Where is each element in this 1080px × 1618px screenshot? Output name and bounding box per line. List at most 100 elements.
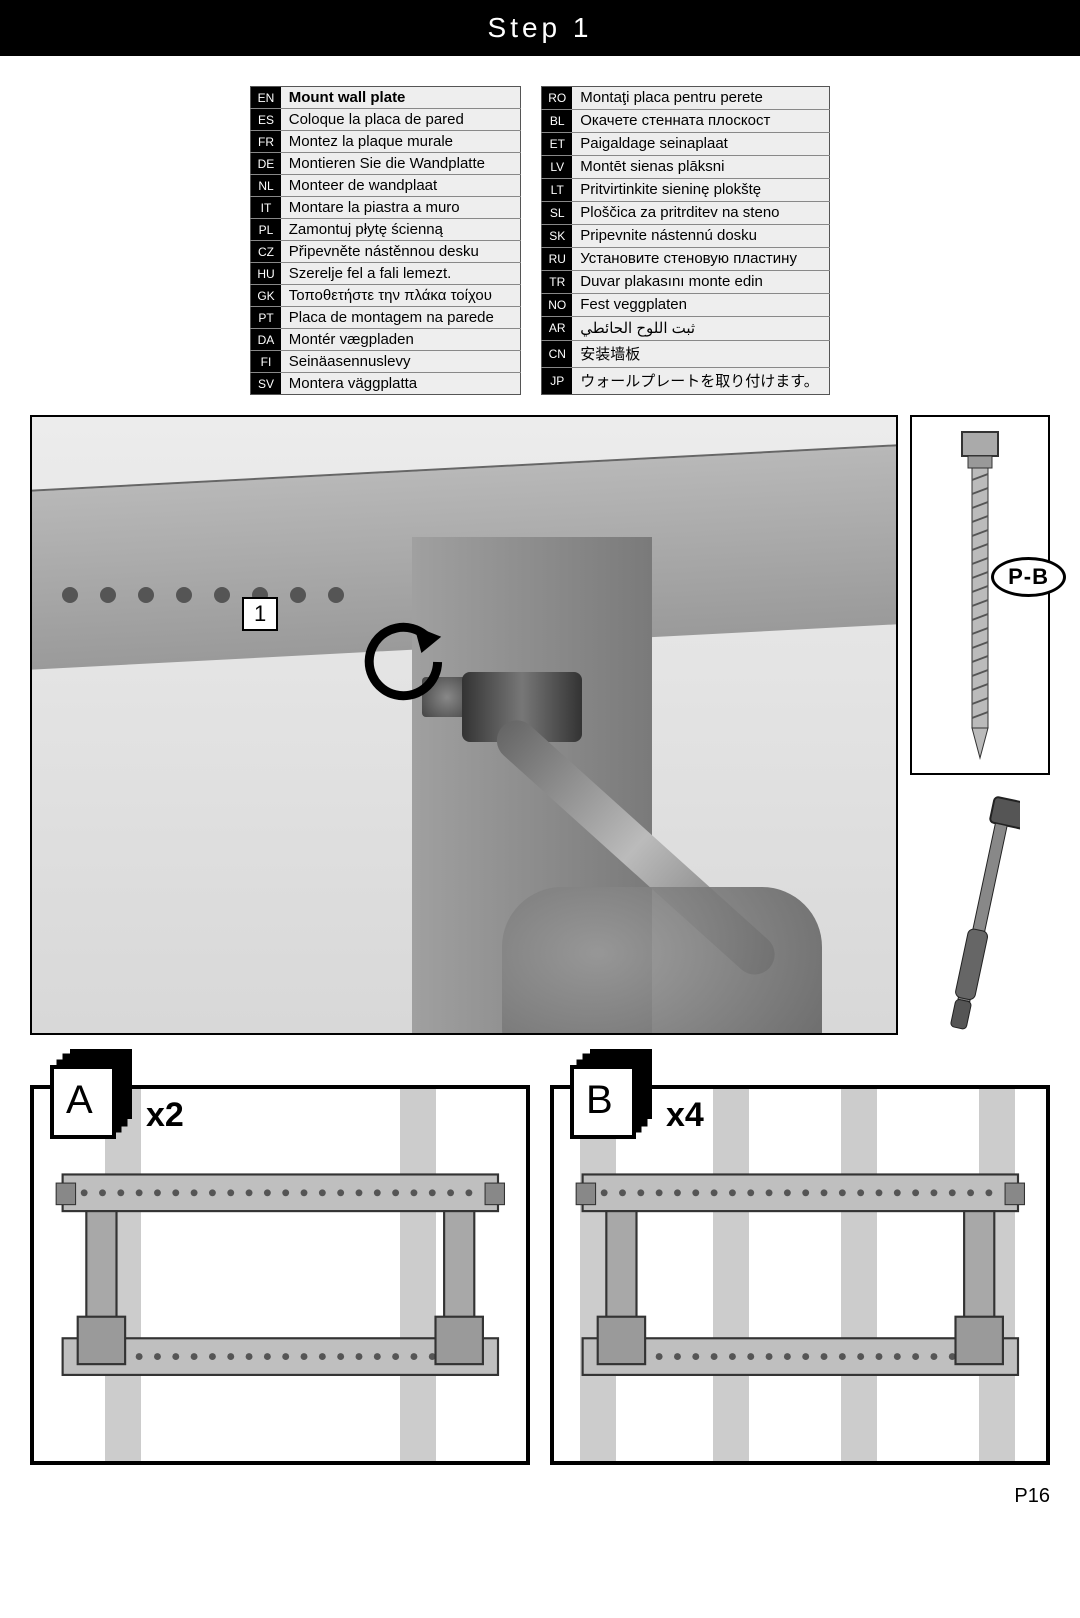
language-row: LVMontēt sienas plāksni [542, 155, 830, 178]
language-text: Montēt sienas plāksni [572, 155, 829, 178]
option-label: Ax2 [44, 1045, 184, 1141]
language-text: Pripevnite nástennú dosku [572, 224, 829, 247]
language-text: Montare la piastra a muro [281, 197, 521, 219]
language-row: RUУстановите стеновую пластину [542, 247, 830, 270]
language-code: SV [251, 373, 281, 395]
language-text: Placa de montagem na parede [281, 307, 521, 329]
language-code: LV [542, 155, 573, 178]
language-table-right: ROMontaţi placa pentru pereteBLОкачете с… [541, 86, 830, 395]
language-row: ARثبت اللوح الحائطي [542, 316, 830, 340]
ratchet-wrench-icon [940, 790, 1020, 1040]
language-row: SVMontera väggplatta [251, 373, 521, 395]
stack-paper-icon [564, 1045, 664, 1141]
language-code: DE [251, 153, 281, 175]
language-text: Montieren Sie die Wandplatte [281, 153, 521, 175]
hardware-wrench-box [910, 785, 1050, 1045]
language-code: IT [251, 197, 281, 219]
language-row: CN安装墙板 [542, 340, 830, 367]
language-code: NO [542, 293, 573, 316]
language-code: TR [542, 270, 573, 293]
language-text: Szerelje fel a fali lemezt. [281, 263, 521, 285]
language-text: ثبت اللوح الحائطي [572, 316, 829, 340]
language-code: ES [251, 109, 281, 131]
language-code: SL [542, 201, 573, 224]
language-row: DAMontér vægpladen [251, 329, 521, 351]
language-code: NL [251, 175, 281, 197]
option-label: Bx4 [564, 1045, 704, 1141]
lag-bolt-icon [950, 430, 1010, 760]
language-text: Mount wall plate [281, 87, 521, 109]
language-code: JP [542, 367, 573, 394]
language-code: SK [542, 224, 573, 247]
option-panel-A: Ax2 [30, 1085, 530, 1465]
language-text: Coloque la placa de pared [281, 109, 521, 131]
hardware-label-oval: P-B [991, 557, 1066, 597]
language-code: HU [251, 263, 281, 285]
callout-1: 1 [242, 597, 278, 631]
language-row: DEMontieren Sie die Wandplatte [251, 153, 521, 175]
hand [502, 887, 822, 1035]
options-row: Ax2Bx4 [0, 1045, 1080, 1465]
language-row: SKPripevnite nástennú dosku [542, 224, 830, 247]
option-letter: B [586, 1078, 613, 1123]
language-row: JPウォールプレートを取り付けます。 [542, 367, 830, 394]
language-table-left: ENMount wall plateESColoque la placa de … [250, 86, 521, 395]
language-code: DA [251, 329, 281, 351]
language-row: NOFest veggplaten [542, 293, 830, 316]
language-text: Окачете стенната плоскост [572, 109, 829, 132]
language-row: ROMontaţi placa pentru perete [542, 87, 830, 110]
language-code: AR [542, 316, 573, 340]
language-code: CZ [251, 241, 281, 263]
language-text: Τοποθετήστε την πλάκα τοίχου [281, 285, 521, 307]
language-code: CN [542, 340, 573, 367]
language-code: PL [251, 219, 281, 241]
language-text: Monteer de wandplaat [281, 175, 521, 197]
language-code: GK [251, 285, 281, 307]
language-text: Duvar plakasını monte edin [572, 270, 829, 293]
language-row: SLPloščica za pritrditev na steno [542, 201, 830, 224]
language-text: Pritvirtinkite sieninę plokštę [572, 178, 829, 201]
language-row: HUSzerelje fel a fali lemezt. [251, 263, 521, 285]
language-tables: ENMount wall plateESColoque la placa de … [0, 86, 1080, 395]
language-text: ウォールプレートを取り付けます。 [572, 367, 829, 394]
stack-paper-icon [44, 1045, 144, 1141]
wall-bracket-icon [574, 1149, 1027, 1409]
language-text: Montér vægpladen [281, 329, 521, 351]
language-code: LT [542, 178, 573, 201]
language-code: ET [542, 132, 573, 155]
language-text: Seinäasennuslevy [281, 351, 521, 373]
language-code: RO [542, 87, 573, 110]
language-row: PTPlaca de montagem na parede [251, 307, 521, 329]
language-text: Установите стеновую пластину [572, 247, 829, 270]
option-qty: x4 [666, 1096, 704, 1135]
language-code: EN [251, 87, 281, 109]
language-code: BL [542, 109, 573, 132]
language-text: Montez la plaque murale [281, 131, 521, 153]
language-text: Fest veggplaten [572, 293, 829, 316]
language-code: RU [542, 247, 573, 270]
page-number: P16 [0, 1465, 1080, 1518]
language-text: Montera väggplatta [281, 373, 521, 395]
language-row: NLMonteer de wandplaat [251, 175, 521, 197]
language-text: Paigaldage seinaplaat [572, 132, 829, 155]
language-row: ETPaigaldage seinaplaat [542, 132, 830, 155]
language-row: PLZamontuj płytę ścienną [251, 219, 521, 241]
language-row: LTPritvirtinkite sieninę plokštę [542, 178, 830, 201]
option-qty: x2 [146, 1096, 184, 1135]
language-text: 安装墙板 [572, 340, 829, 367]
language-text: Připevněte nástěnnou desku [281, 241, 521, 263]
language-text: Ploščica za pritrditev na steno [572, 201, 829, 224]
option-panel-B: Bx4 [550, 1085, 1050, 1465]
main-illustration-row: 1 [0, 415, 1080, 1045]
install-photo: 1 [30, 415, 898, 1035]
hardware-column: P-B [910, 415, 1050, 1045]
language-row: FRMontez la plaque murale [251, 131, 521, 153]
language-row: ENMount wall plate [251, 87, 521, 109]
language-row: ESColoque la placa de pared [251, 109, 521, 131]
language-code: FR [251, 131, 281, 153]
hardware-bolt-box: P-B [910, 415, 1050, 775]
language-text: Zamontuj płytę ścienną [281, 219, 521, 241]
language-row: ITMontare la piastra a muro [251, 197, 521, 219]
language-row: BLОкачете стенната плоскост [542, 109, 830, 132]
language-row: FISeinäasennuslevy [251, 351, 521, 373]
